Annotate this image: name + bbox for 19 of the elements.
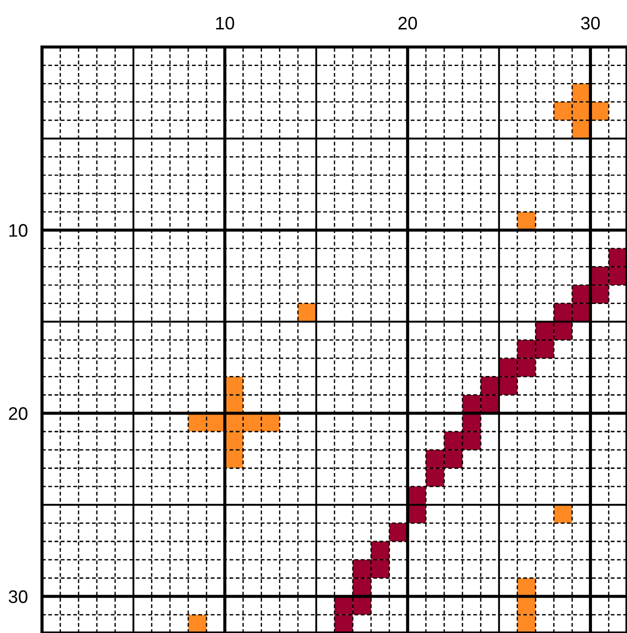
point (444, 450, 462, 468)
x-tick-label: 10 (216, 16, 234, 30)
point (554, 102, 572, 120)
point (517, 358, 536, 377)
point (352, 560, 372, 578)
y-tick-label: 20 (8, 407, 28, 420)
y-tick-label: 30 (8, 590, 28, 604)
point (536, 340, 554, 358)
point (371, 560, 390, 578)
point (536, 322, 554, 340)
point (426, 468, 444, 486)
y-tick-label: 10 (9, 224, 28, 237)
point (426, 450, 444, 468)
x-tick-label: 20 (398, 16, 417, 30)
x-tick-label: 30 (581, 16, 600, 30)
point (371, 541, 390, 560)
point (462, 432, 481, 450)
point (444, 432, 462, 450)
point (517, 340, 536, 358)
